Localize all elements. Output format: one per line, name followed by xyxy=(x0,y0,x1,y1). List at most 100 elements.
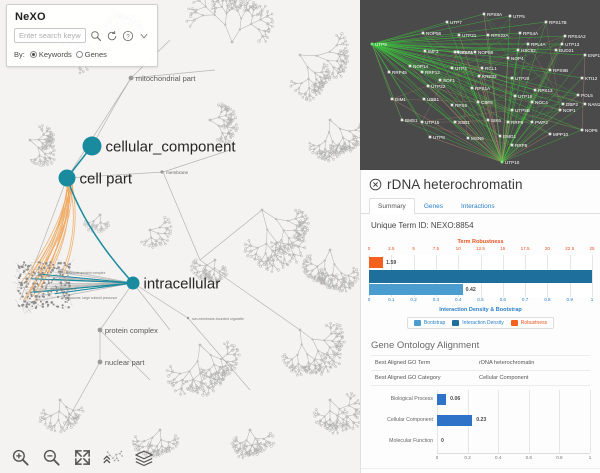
grid-line xyxy=(467,390,469,411)
bar-biological-process xyxy=(437,394,447,405)
chart-legend: Bootstrap Interaction Density Robustness xyxy=(406,317,555,329)
table-row: Best Aligned GO Term rDNA heterochromati… xyxy=(371,356,590,371)
legend-swatch-interaction-density xyxy=(452,320,460,326)
search-icon[interactable] xyxy=(89,29,102,42)
go-category-row: Biological Process 0.06 xyxy=(371,390,591,411)
svg-text:NOC4: NOC4 xyxy=(535,100,548,105)
radio-keywords-label: Keywords xyxy=(38,50,72,59)
app-title: NeXO xyxy=(15,11,46,23)
search-panel[interactable]: NeXO ? By: Keywor xyxy=(6,4,158,67)
radio-genes[interactable]: Genes xyxy=(75,50,107,59)
bar-value-label: 0 xyxy=(441,437,444,444)
axis-tick: 0.7 xyxy=(521,297,529,302)
bar-value-label: 1.59 xyxy=(386,259,397,266)
radio-keywords-dot xyxy=(29,51,37,58)
axis-tick: 0.1 xyxy=(388,297,395,302)
legend-item-robustness: Robustness xyxy=(510,320,548,326)
axis-tick: 7.5 xyxy=(432,246,440,251)
axis-tick: 2.5 xyxy=(388,246,395,251)
axis-tick: 25 xyxy=(589,246,595,251)
bar-value-label: 0.06 xyxy=(450,395,461,402)
axis-tick: 0.9 xyxy=(566,297,573,302)
svg-text:RPS9B: RPS9B xyxy=(553,68,568,73)
legend-label-interaction-density: Interaction Density xyxy=(462,320,504,326)
axis-tick: 12.5 xyxy=(476,246,485,251)
search-input[interactable] xyxy=(14,28,86,43)
robustness-plot-area: 1.59 0.42 xyxy=(369,255,593,297)
svg-text:RRP45: RRP45 xyxy=(392,70,407,75)
bar-cellular-component xyxy=(437,415,473,426)
grid-line xyxy=(559,411,561,432)
collapse-icon[interactable] xyxy=(137,29,150,42)
bar-value-label: 0.23 xyxy=(476,416,487,423)
legend-label-robustness: Robustness xyxy=(520,320,548,326)
go-category-key: Best Aligned GO Category xyxy=(375,375,441,381)
axis-tick: 20 xyxy=(544,246,550,251)
grid-line xyxy=(498,432,500,453)
svg-text:UTP5: UTP5 xyxy=(513,14,525,19)
tab-interactions[interactable]: Interactions xyxy=(460,203,495,210)
radio-genes-dot xyxy=(75,51,83,58)
svg-text:BUD21: BUD21 xyxy=(559,48,574,53)
help-icon[interactable]: ? xyxy=(121,29,134,42)
grid-line xyxy=(528,390,530,411)
fit-to-screen-icon[interactable] xyxy=(72,448,92,468)
fit-selected-icon[interactable] xyxy=(103,448,123,468)
zoom-in-icon[interactable] xyxy=(10,448,30,468)
go-category-axis: 0 0.2 0.4 0.6 0.8 1 xyxy=(436,453,591,463)
axis-tick: 0 xyxy=(367,246,371,251)
grid-line xyxy=(437,432,438,453)
go-term-value: rDNA heterochromatin xyxy=(479,360,535,366)
svg-text:non-membrane-bounded organelle: non-membrane-bounded organelle xyxy=(192,317,244,321)
close-circle-icon[interactable] xyxy=(369,178,382,191)
svg-text:DBP2: DBP2 xyxy=(566,102,578,107)
grid-line xyxy=(498,411,500,432)
svg-text:RPS4A2: RPS4A2 xyxy=(568,34,586,39)
grid-line xyxy=(467,432,469,453)
grid-line xyxy=(590,432,591,453)
grid-line xyxy=(528,432,530,453)
tab-summary[interactable]: Summary xyxy=(369,198,415,214)
refresh-icon[interactable] xyxy=(105,29,118,42)
svg-text:?: ? xyxy=(126,34,130,40)
svg-text:protein complex: protein complex xyxy=(105,326,158,335)
go-category-row: Molecular Function 0 xyxy=(371,432,591,453)
search-by-label: By: xyxy=(14,50,25,59)
go-category-bars: Biological Process 0.06 Cellular Component… xyxy=(371,390,591,453)
layers-icon[interactable] xyxy=(134,448,154,468)
tab-genes[interactable]: Genes xyxy=(423,203,443,210)
robustness-xlabel: Interaction Density & Bootstrap xyxy=(439,307,522,313)
grid-line xyxy=(592,255,593,297)
bar-bootstrap xyxy=(369,284,463,295)
axis-tick: 0.8 xyxy=(556,455,563,460)
svg-text:RPL4A: RPL4A xyxy=(531,42,546,47)
legend-item-bootstrap: Bootstrap xyxy=(413,320,445,326)
page-title: rDNA heterochromatin xyxy=(387,177,523,192)
axis-tick: 0.6 xyxy=(499,297,506,302)
svg-text:mitochondrial part: mitochondrial part xyxy=(136,74,197,83)
axis-tick: 0.8 xyxy=(544,297,551,302)
svg-text:NAN1: NAN1 xyxy=(588,102,600,107)
svg-text:RPS8A: RPS8A xyxy=(487,12,503,17)
svg-text:preribosome, large subunit pre: preribosome, large subunit precursor xyxy=(62,296,118,300)
search-row: ? xyxy=(14,28,150,43)
bar-value-label: 0.42 xyxy=(465,286,476,293)
axis-tick: 5 xyxy=(412,246,415,251)
gene-interaction-network[interactable]: UTP9 NOP56 UTP7 RPS8A UTP5 RPS17B UTP21 RPS22A R… xyxy=(360,0,600,170)
legend-item-interaction-density: Interaction Density xyxy=(452,320,504,326)
axis-tick: 22.5 xyxy=(565,246,575,251)
svg-text:UTP10: UTP10 xyxy=(505,160,520,165)
radio-keywords[interactable]: Keywords xyxy=(29,50,72,59)
axis-tick: 17.5 xyxy=(520,246,530,251)
go-category-value: Cellular Component xyxy=(479,375,529,381)
zoom-out-icon[interactable] xyxy=(41,448,61,468)
ontology-network-canvas[interactable]: cellular_component cell part intracellular… xyxy=(0,0,360,473)
grid-line xyxy=(559,432,561,453)
axis-tick: 0.2 xyxy=(410,297,417,302)
go-alignment-table: Best Aligned GO Term rDNA heterochromati… xyxy=(371,355,590,386)
table-row: Best Aligned GO Category Cellular Compon… xyxy=(371,371,590,386)
go-category-name: Cellular Component xyxy=(387,417,433,423)
grid-line xyxy=(528,411,530,432)
